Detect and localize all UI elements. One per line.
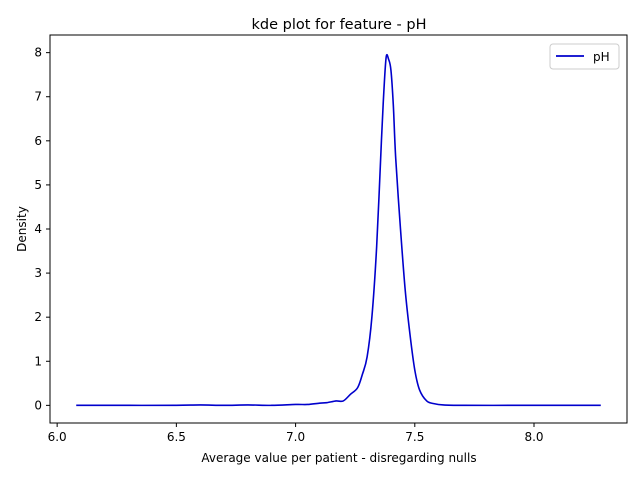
y-tick-label: 5	[34, 178, 42, 192]
series-line-pH	[76, 53, 601, 407]
legend-box	[549, 43, 620, 70]
x-tick-label: 6.0	[48, 430, 67, 444]
chart-title: kde plot for feature - pH	[252, 17, 427, 33]
x-tick-label: 7.0	[286, 430, 305, 444]
y-axis-label: Density	[15, 206, 29, 252]
y-tick-label: 6	[34, 134, 42, 148]
y-tick-label: 8	[34, 46, 42, 60]
x-tick-label: 8.0	[524, 430, 543, 444]
y-tick-label: 2	[34, 310, 42, 324]
y-axis: 0 1 2 3 4 5 6 7 8	[34, 46, 50, 412]
y-tick-label: 4	[34, 222, 42, 236]
x-axis: 6.0 6.5 7.0 7.5 8.0	[48, 423, 544, 444]
plot-area	[76, 53, 601, 407]
y-tick-label: 1	[34, 354, 42, 368]
legend: pH	[549, 43, 620, 70]
plot-frame	[49, 34, 628, 424]
x-axis-label: Average value per patient - disregarding…	[201, 451, 476, 465]
y-tick-label: 7	[34, 90, 42, 104]
legend-label: pH	[593, 50, 610, 64]
y-tick-label: 0	[34, 398, 42, 412]
x-tick-label: 6.5	[167, 430, 186, 444]
y-tick-label: 3	[34, 266, 42, 280]
x-tick-label: 7.5	[405, 430, 424, 444]
